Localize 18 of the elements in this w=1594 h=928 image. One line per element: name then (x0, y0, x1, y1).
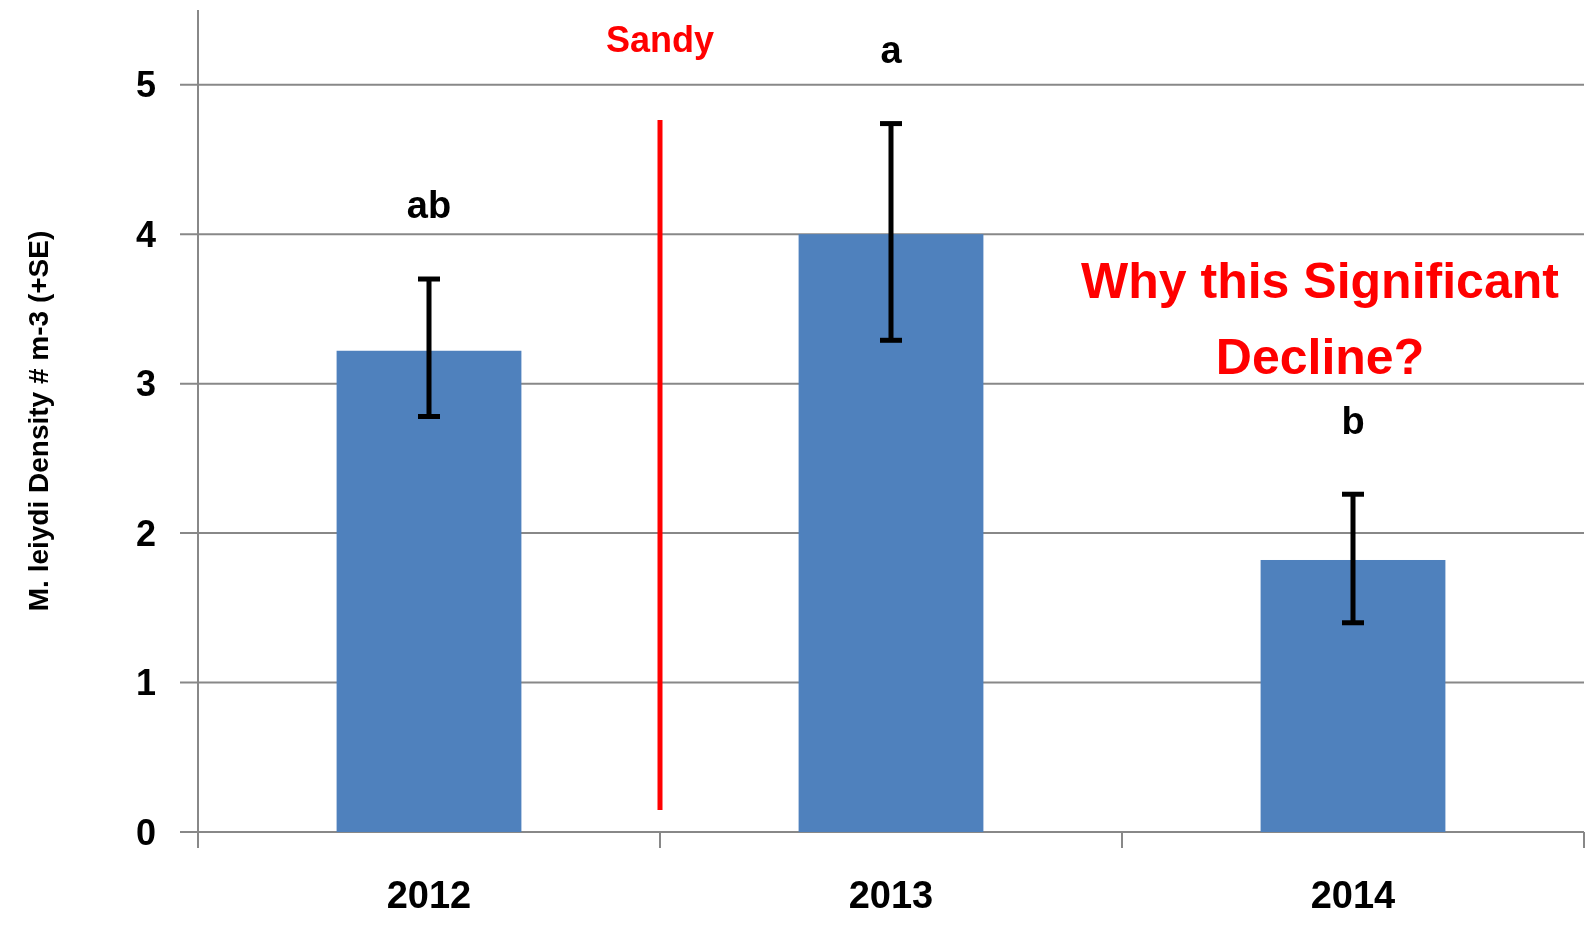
y-tick-label: 2 (135, 512, 156, 554)
y-tick-label: 1 (135, 662, 156, 704)
annotation: Why this Significant Decline? (1081, 253, 1560, 385)
x-tick-label: 2012 (386, 874, 472, 916)
annotation: b (1341, 399, 1365, 442)
bar (798, 234, 984, 832)
x-tick-label: 2013 (848, 874, 934, 916)
bar (1260, 559, 1446, 832)
y-axis-title: M. leiydi Density # m-3 (+SE) (23, 230, 54, 612)
x-tick-label: 2014 (1310, 874, 1396, 916)
y-tick-label: 5 (135, 64, 156, 106)
annotation: Sandy (605, 19, 715, 60)
y-tick-label: 4 (135, 213, 156, 255)
bar (336, 350, 522, 832)
annotation: a (880, 28, 903, 71)
annotation: ab (406, 184, 452, 227)
y-tick-label: 0 (135, 811, 156, 853)
y-tick-label: 3 (135, 363, 156, 405)
